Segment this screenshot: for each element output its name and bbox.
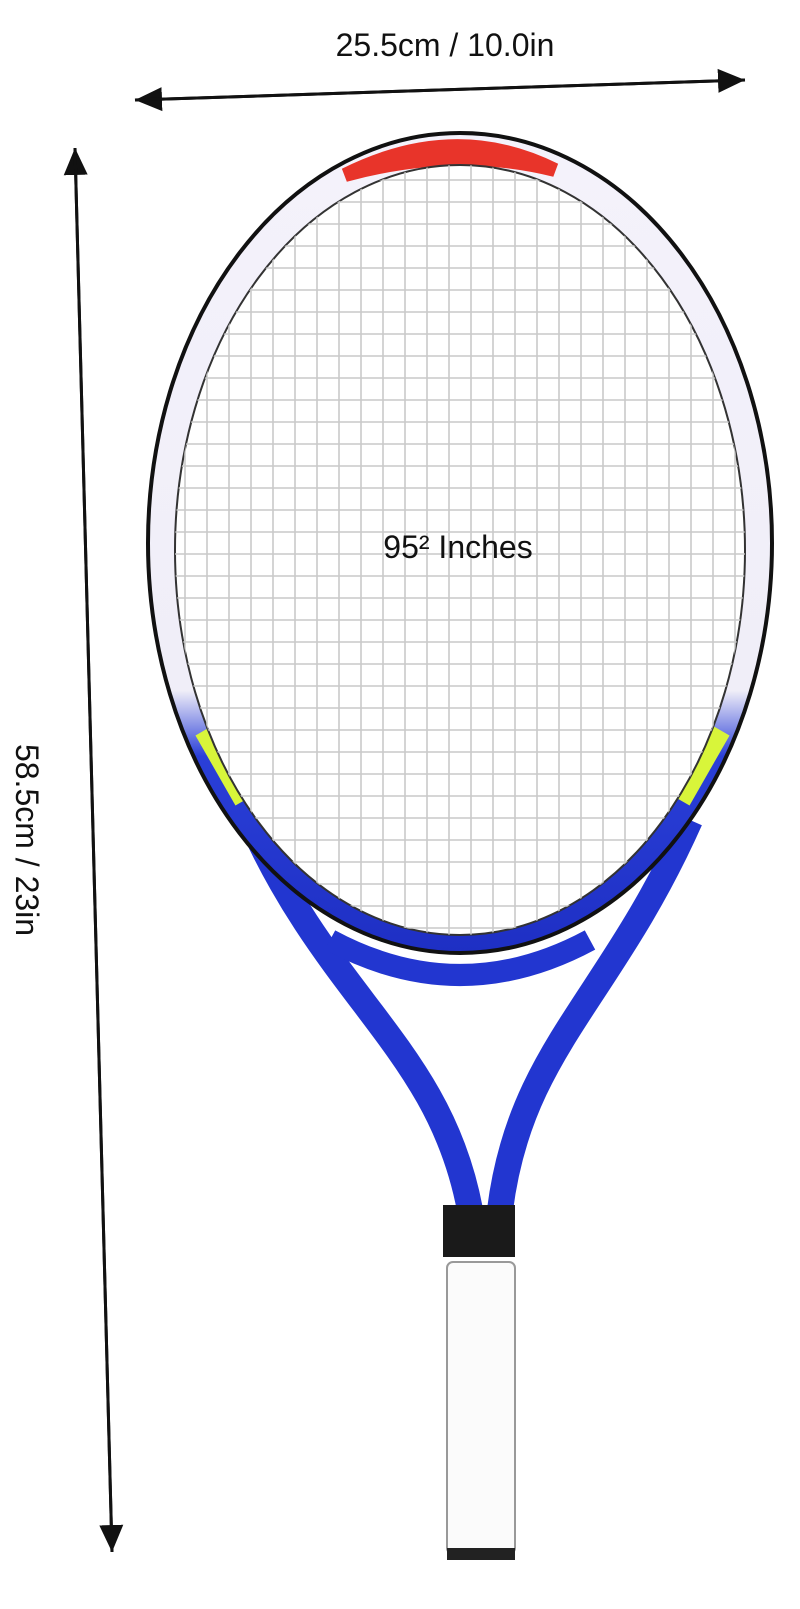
- height-arrow: [73, 147, 124, 1553]
- head-size-label: 95² Inches: [383, 529, 532, 565]
- height-label: 58.5cm / 23in: [9, 744, 45, 936]
- grip: [446, 1261, 516, 1555]
- handle-collar: [443, 1205, 515, 1257]
- shaft: [238, 814, 483, 1213]
- width-label: 25.5cm / 10.0in: [336, 27, 555, 63]
- frame-accent: [670, 724, 730, 806]
- frame-accent: [341, 139, 559, 182]
- throat-bridge: [324, 930, 596, 986]
- butt-cap: [447, 1548, 515, 1560]
- shaft: [487, 814, 702, 1212]
- width-arrow: [134, 68, 746, 102]
